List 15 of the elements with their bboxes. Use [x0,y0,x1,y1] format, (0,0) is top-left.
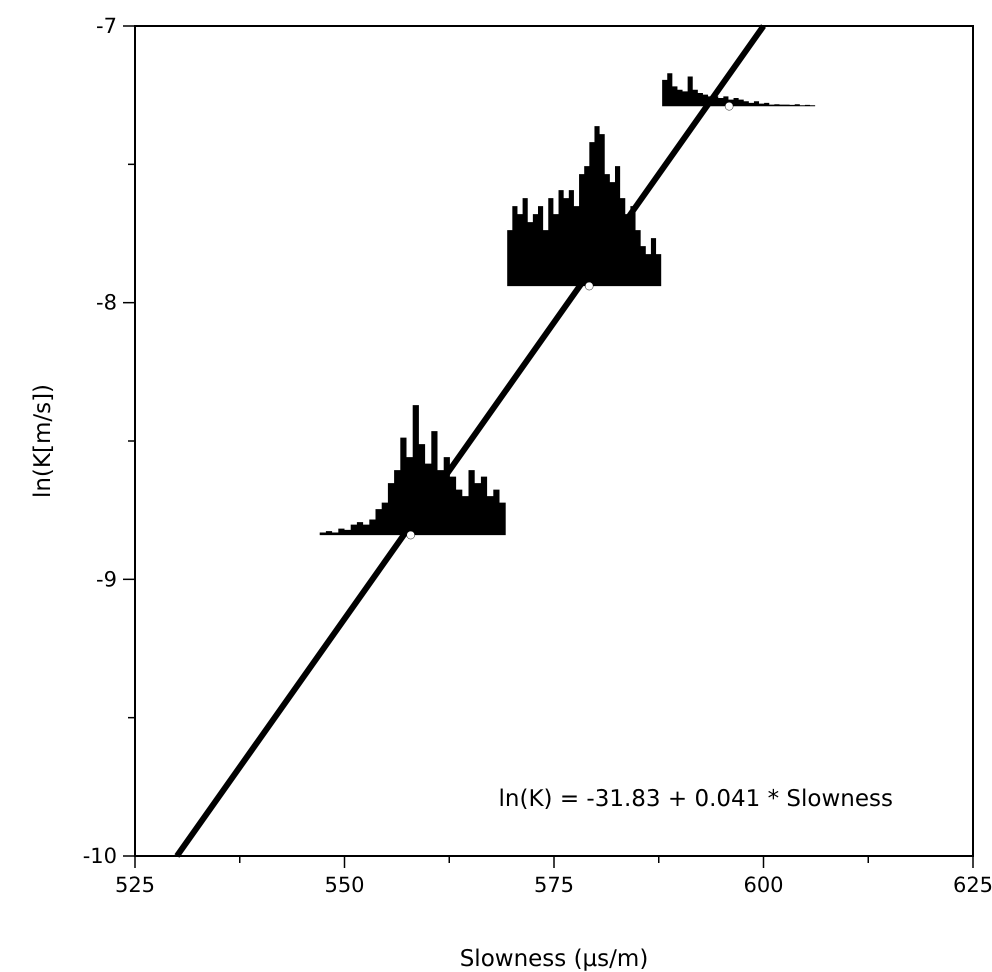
x-tick-label: 625 [952,873,992,897]
point [724,102,734,110]
y-tick-label: -7 [96,14,117,38]
point [406,530,415,540]
x-tick-label: 550 [324,873,365,897]
x-tick-label: 525 [114,873,156,897]
y-tick-label: -9 [96,567,117,592]
point [584,282,594,290]
y-axis-title: ln(K[m/s]) [30,384,56,498]
x-tick-label: 575 [534,873,574,897]
x-axis-title: Slowness (µs/m) [460,946,648,972]
annotation: ln(K) = -31.83 + 0.041 * Slowness [498,786,893,812]
x-tick-label: 600 [743,873,784,897]
y-tick-label: -10 [82,844,117,868]
y-tick-label: -8 [96,290,117,315]
